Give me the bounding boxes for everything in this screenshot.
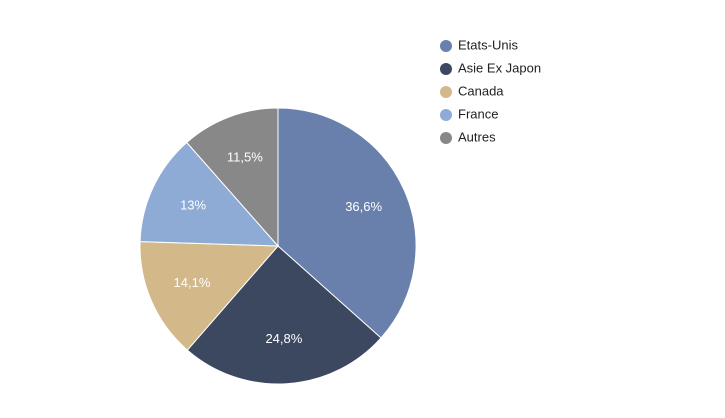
data-label: 14,1% (174, 275, 211, 290)
data-label: 13% (180, 197, 206, 212)
legend-marker (440, 40, 452, 52)
pie-slice (139, 241, 280, 351)
data-label: 24,8% (265, 331, 302, 346)
legend-label: Asie Ex Japon (458, 60, 541, 75)
legend-label: Etats-Unis (458, 37, 518, 52)
data-label: 11,5% (227, 150, 263, 165)
legend-label: France (458, 106, 498, 121)
legend-marker (440, 86, 452, 98)
pie-slice (186, 245, 382, 385)
data-label: 36,6% (345, 199, 382, 214)
legend-marker (440, 63, 452, 75)
pie-slice (186, 107, 279, 248)
legend-marker (440, 132, 452, 144)
legend-label: Canada (458, 83, 504, 98)
pie-slice (277, 107, 417, 339)
legend-marker (440, 109, 452, 121)
legend-label: Autres (458, 129, 496, 144)
pie-slice (139, 141, 280, 247)
